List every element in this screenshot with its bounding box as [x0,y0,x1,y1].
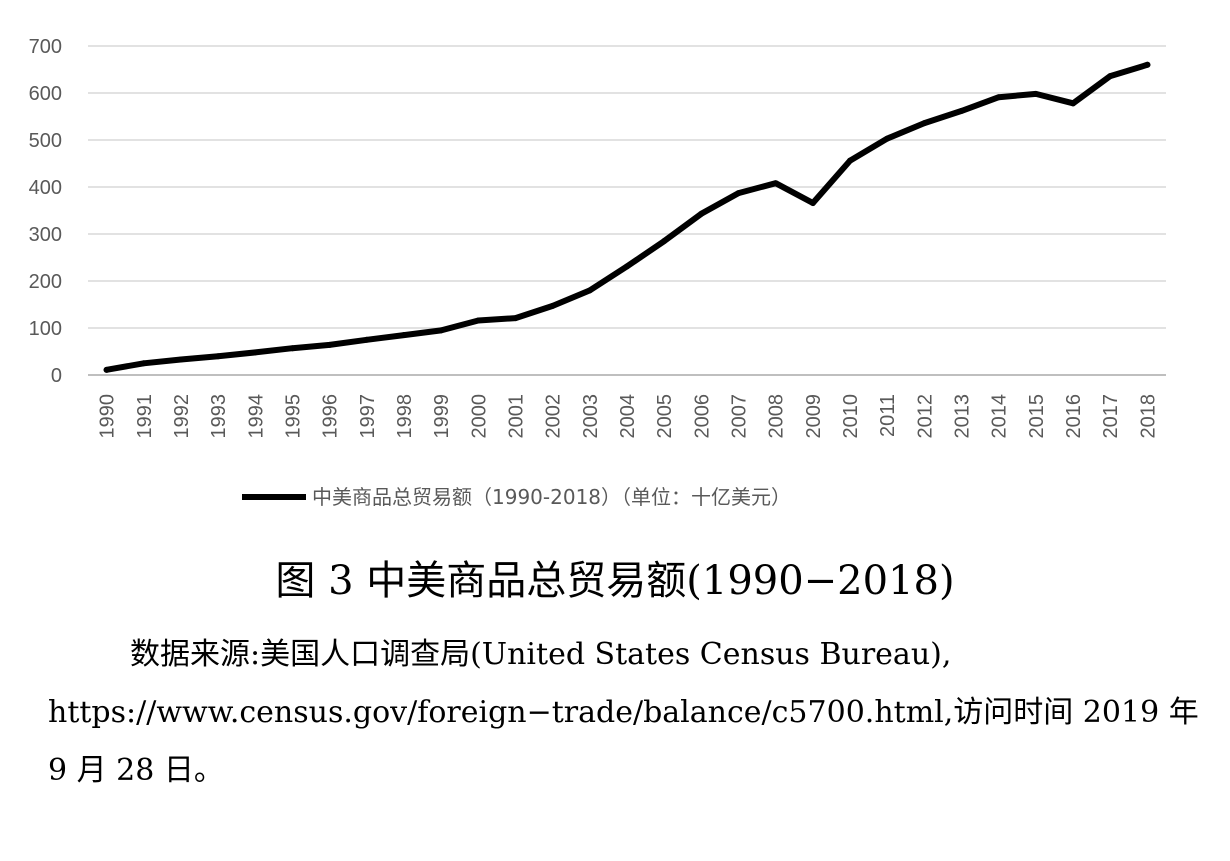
y-tick-label: 400 [29,177,62,199]
data-point [475,317,482,324]
x-tick-label: 1990 [97,394,119,439]
data-point [289,345,296,352]
series-group [103,61,1151,373]
data-point [326,341,333,348]
data-point [177,356,184,363]
legend-label: 中美商品总贸易额（1990-2018）（单位：十亿美元） [312,485,791,509]
data-point [586,287,593,294]
x-tick-label: 2007 [729,394,751,439]
x-tick-label: 1993 [208,394,230,439]
x-tick-label: 2004 [617,394,639,439]
x-tick-label: 1995 [282,394,304,439]
x-axis-ticks: 1990 1991 1992 1993 1994 1995 1996 1997 1998 1999… [97,394,1160,439]
gridlines [88,45,1166,376]
x-tick-label: 2014 [989,394,1011,439]
data-point [103,366,110,373]
y-tick-label: 500 [29,130,62,152]
y-tick-label: 0 [51,365,62,387]
data-point [661,238,668,245]
data-point [735,190,742,197]
data-point [884,135,891,142]
data-point [995,94,1002,101]
x-tick-label: 2003 [580,394,602,439]
data-point [921,120,928,127]
source-note: 数据来源:美国人口调查局(United States Census Bureau… [48,637,1199,788]
data-point [215,353,222,360]
x-tick-label: 1996 [320,394,342,439]
data-point [772,180,779,187]
x-tick-label: 2000 [468,394,490,439]
x-tick-label: 2002 [543,394,565,439]
x-tick-label: 1991 [134,394,156,439]
data-point [400,332,407,339]
y-tick-label: 300 [29,224,62,246]
data-point [549,302,556,309]
data-point [698,210,705,217]
y-tick-label: 200 [29,271,62,293]
data-point [809,199,816,206]
x-tick-label: 2017 [1100,394,1122,439]
data-point [363,336,370,343]
x-tick-label: 1994 [245,394,267,439]
data-point [958,107,965,114]
x-tick-label: 2006 [691,394,713,439]
x-tick-label: 2013 [952,394,974,439]
data-point [847,157,854,164]
legend: 中美商品总贸易额（1990-2018）（单位：十亿美元） [242,485,791,509]
series-line [103,61,1151,373]
x-tick-label: 2009 [803,394,825,439]
x-tick-label: 2015 [1026,394,1048,439]
x-tick-label: 1992 [171,394,193,439]
data-point [140,360,147,367]
data-point [512,315,519,322]
y-tick-label: 600 [29,83,62,105]
data-point [438,327,445,334]
x-tick-label: 2001 [505,394,527,439]
data-point [624,263,630,270]
x-tick-label: 2008 [766,394,788,439]
x-tick-label: 2016 [1063,394,1085,439]
data-point [1070,100,1077,107]
data-point [252,349,259,356]
y-axis-ticks: 0 100 200 300 400 500 600 700 [29,36,62,387]
y-tick-label: 700 [29,36,62,58]
data-point [1032,90,1039,97]
figure-caption: 图 3 中美商品总贸易额(1990−2018) [275,558,955,604]
x-tick-label: 1998 [394,394,416,439]
x-tick-label: 2018 [1137,394,1159,439]
x-tick-label: 2005 [654,394,676,439]
x-tick-label: 1999 [431,394,453,439]
x-tick-label: 2011 [877,394,899,437]
y-tick-label: 100 [29,318,62,340]
x-tick-label: 2010 [840,394,862,439]
data-point [1144,61,1151,68]
data-point [1107,73,1114,80]
x-tick-label: 1997 [357,394,379,439]
x-tick-label: 2012 [914,394,936,439]
